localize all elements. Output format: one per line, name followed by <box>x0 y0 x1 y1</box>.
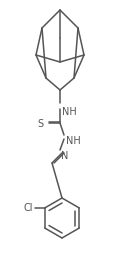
Text: Cl: Cl <box>23 203 33 213</box>
Text: S: S <box>38 119 44 129</box>
Text: NH: NH <box>62 107 77 117</box>
Text: NH: NH <box>66 136 81 146</box>
Text: N: N <box>61 151 68 161</box>
